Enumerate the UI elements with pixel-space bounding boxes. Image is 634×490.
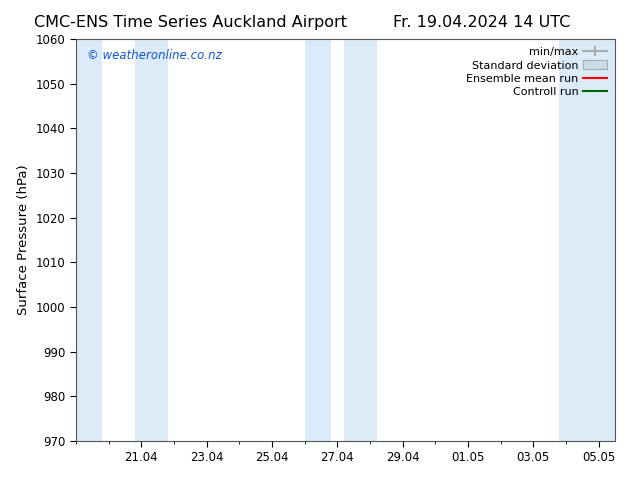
- Text: © weatheronline.co.nz: © weatheronline.co.nz: [87, 49, 222, 62]
- Text: CMC-ENS Time Series Auckland Airport: CMC-ENS Time Series Auckland Airport: [34, 15, 347, 30]
- Text: Fr. 19.04.2024 14 UTC: Fr. 19.04.2024 14 UTC: [393, 15, 571, 30]
- Bar: [76, 39, 102, 441]
- Bar: [344, 39, 377, 441]
- Legend: min/max, Standard deviation, Ensemble mean run, Controll run: min/max, Standard deviation, Ensemble me…: [464, 45, 609, 99]
- Bar: [559, 39, 615, 441]
- Bar: [305, 39, 331, 441]
- Y-axis label: Surface Pressure (hPa): Surface Pressure (hPa): [17, 165, 30, 316]
- Bar: [135, 39, 167, 441]
